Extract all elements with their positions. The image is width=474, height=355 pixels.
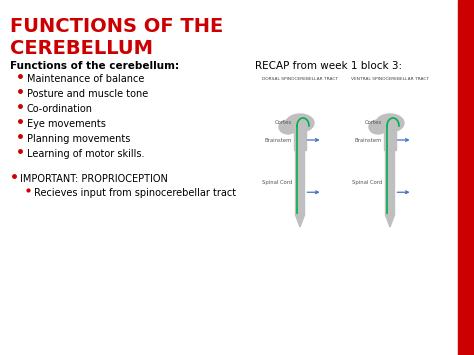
Ellipse shape [286,114,314,132]
Bar [384,130,396,150]
Text: Brainstem: Brainstem [264,137,292,142]
Text: Posture and muscle tone: Posture and muscle tone [27,89,148,99]
Text: DORSAL SPINOCEREBELLAR TRACT: DORSAL SPINOCEREBELLAR TRACT [262,77,338,81]
Text: FUNCTIONS OF THE: FUNCTIONS OF THE [10,17,223,36]
Polygon shape [385,215,394,227]
Text: Cortex: Cortex [274,120,292,126]
Ellipse shape [369,120,387,134]
Ellipse shape [279,120,297,134]
Text: Spinal Cord: Spinal Cord [262,180,292,185]
Text: Functions of the cerebellum:: Functions of the cerebellum: [10,61,179,71]
Bar [458,0,474,355]
Ellipse shape [376,114,404,132]
Bar [294,130,306,150]
Text: Brainstem: Brainstem [355,137,382,142]
Text: Recieves input from spinocerebellar tract: Recieves input from spinocerebellar trac… [34,188,236,198]
Text: Learning of motor skills.: Learning of motor skills. [27,149,145,159]
Bar [295,150,304,215]
Text: VENTRAL SPINOCEREBELLAR TRACT: VENTRAL SPINOCEREBELLAR TRACT [351,77,429,81]
Text: RECAP from week 1 block 3:: RECAP from week 1 block 3: [255,61,402,71]
Text: Eye movements: Eye movements [27,119,106,129]
Text: Maintenance of balance: Maintenance of balance [27,74,145,84]
Text: Planning movements: Planning movements [27,134,130,144]
Text: IMPORTANT: PROPRIOCEPTION: IMPORTANT: PROPRIOCEPTION [20,174,168,184]
Bar [385,150,394,215]
Polygon shape [295,215,304,227]
Text: CEREBELLUM: CEREBELLUM [10,39,153,58]
Text: Spinal Cord: Spinal Cord [352,180,382,185]
Text: Co-ordination: Co-ordination [27,104,93,114]
Text: Cortex: Cortex [365,120,382,126]
